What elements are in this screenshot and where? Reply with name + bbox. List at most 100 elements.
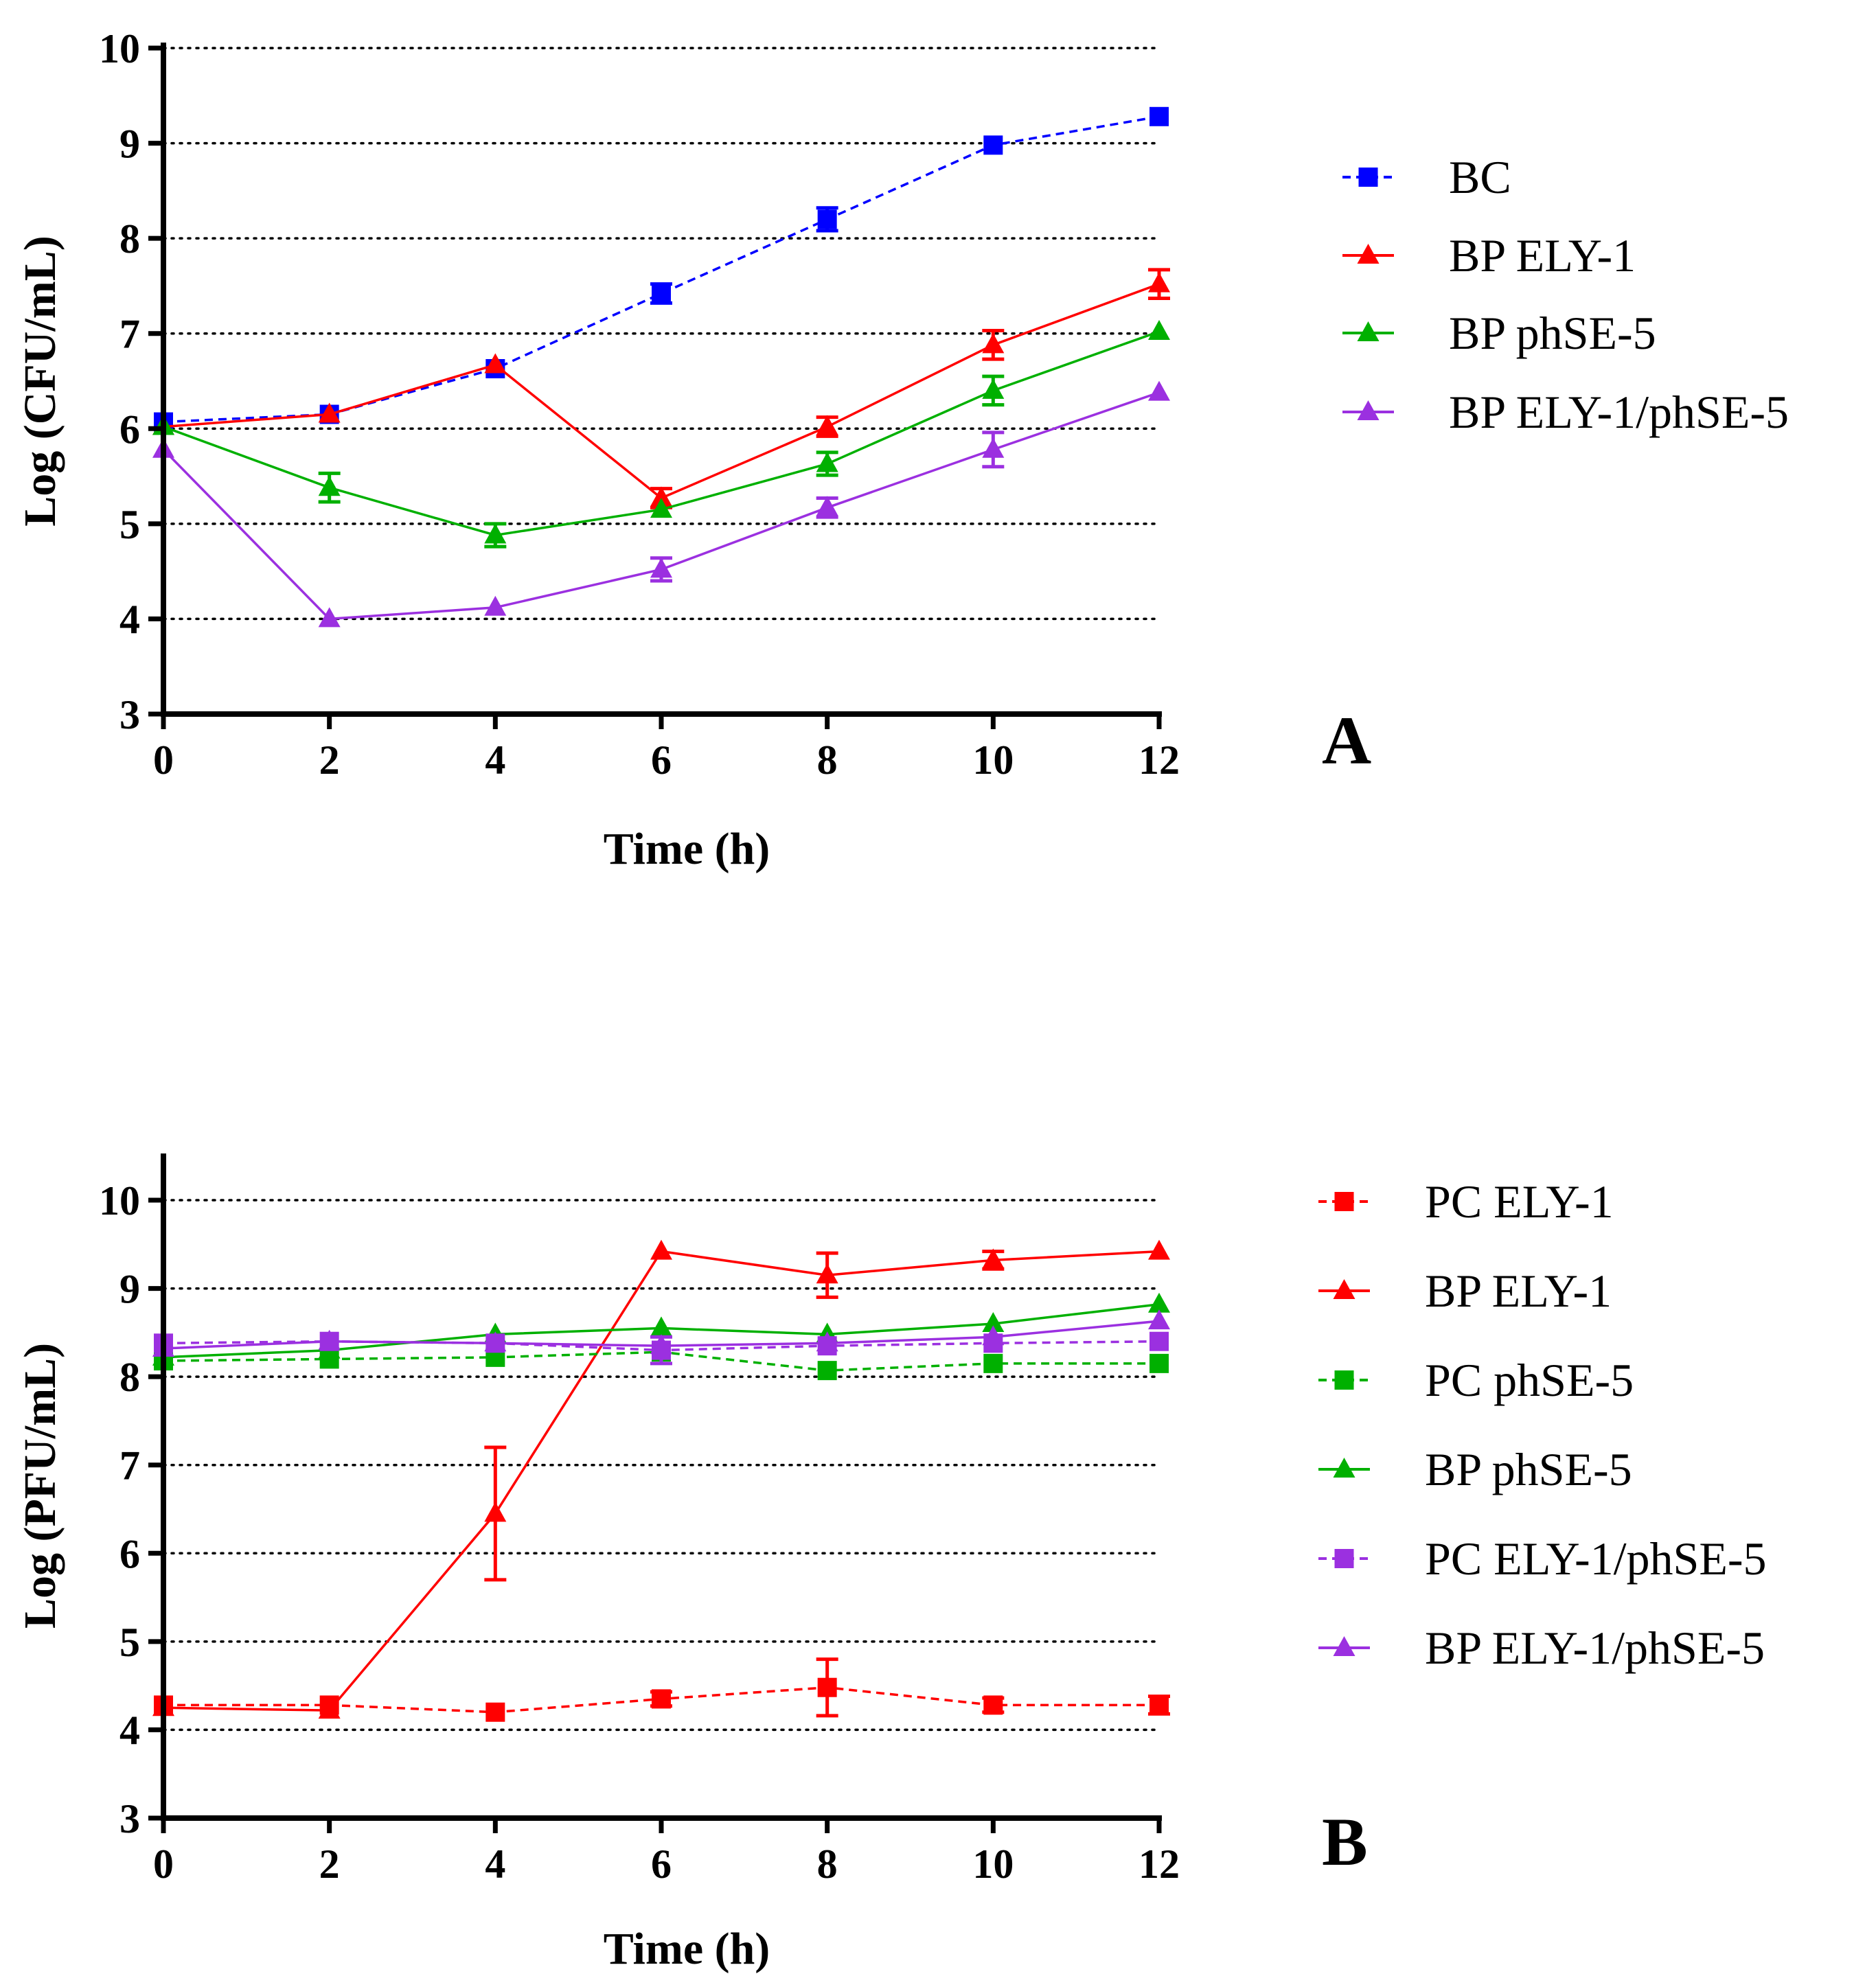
panel-b-label: B	[1322, 1804, 1368, 1880]
panel-b-data-point	[318, 1699, 341, 1719]
panel-a-y-tick-label: 7	[119, 312, 140, 357]
panel-b-data-point	[1148, 1309, 1170, 1330]
panel-b-x-tick-label: 12	[1139, 1841, 1180, 1887]
panel-b-y-tick-label: 7	[119, 1443, 140, 1489]
panel-b-legend-label: BP ELY-1/phSE-5	[1425, 1622, 1765, 1674]
panel-a-data-point	[816, 415, 838, 435]
panel-a-data-point	[318, 607, 341, 628]
panel-a-data-point	[983, 135, 1003, 155]
panel-a-x-axis-title: Time (h)	[604, 824, 770, 874]
panel-b-axes	[148, 1153, 1162, 1833]
panel-a-data-point	[318, 476, 341, 496]
panel-b-data-point	[983, 1353, 1003, 1373]
panel-a-legend-label: BC	[1449, 151, 1511, 203]
panel-a-axes	[148, 43, 1162, 729]
panel-b-data-point	[485, 1702, 505, 1722]
panel-a-data-point	[650, 486, 672, 507]
panel-a-x-tick-label: 6	[651, 737, 672, 783]
panel-b-data-point	[817, 1361, 837, 1381]
panel-a-x-tick-label: 4	[485, 737, 505, 783]
panel-b-x-tick-label: 2	[319, 1841, 340, 1887]
panel-b-series-pc-phse-5	[154, 1342, 1169, 1381]
panel-a-legend-item-bp-ely-1: BP ELY-1	[1342, 229, 1636, 282]
panel-a-legend-item-bp-ely-1-phse-5: BP ELY-1/phSE-5	[1342, 386, 1789, 438]
panel-b-data-point	[1148, 1292, 1170, 1313]
panel-b-gridlines	[162, 1199, 1160, 1732]
panel-a-data-point	[982, 437, 1005, 458]
panel-b-y-tick-label: 3	[119, 1796, 140, 1841]
panel-a-legend: BC BP ELY-1 BP phSE-5 BP ELY-1/phSE-5	[1342, 151, 1789, 438]
panel-b-x-tick-label: 8	[817, 1841, 838, 1887]
panel-b-legend-item-bp-ely-1-phse-5: BP ELY-1/phSE-5	[1318, 1622, 1765, 1674]
panel-a-data-point	[484, 595, 507, 616]
panel-a-y-tick-label: 9	[119, 122, 140, 167]
panel-b-legend-item-bp-ely-1: BP ELY-1	[1318, 1265, 1612, 1317]
panel-a-y-tick-label: 4	[119, 597, 140, 642]
panel-a-y-tick-label: 8	[119, 216, 140, 262]
panel-a-data-point	[484, 353, 507, 374]
panel-b-x-tick-label: 4	[485, 1841, 505, 1887]
panel-b-legend: PC ELY-1 BP ELY-1 PC phSE-5 BP phSE-5 PC ELY…	[1318, 1175, 1767, 1674]
panel-a-data-point	[652, 284, 671, 303]
panel-b-y-tick-label: 4	[119, 1708, 140, 1753]
panel-a-legend-label: BP phSE-5	[1449, 307, 1656, 359]
panel-b-chart: 3 4 5 6 7 8 9 10 0 2 4 6 8 10 12 Time (h) Log (PFU/mL)…	[15, 1153, 1767, 1974]
panel-b-x-tick-label: 6	[651, 1841, 672, 1887]
panel-b-legend-item-pc-ely-1: PC ELY-1	[1318, 1175, 1614, 1228]
panel-b-data-point	[650, 1239, 672, 1260]
panel-b-x-tick-label: 0	[153, 1841, 174, 1887]
panel-b-data-point	[484, 1331, 507, 1352]
panel-b-legend-label: BP ELY-1	[1425, 1265, 1612, 1317]
panel-a-legend-label: BP ELY-1/phSE-5	[1449, 386, 1789, 438]
panel-a-y-tick-label: 10	[99, 26, 140, 71]
panel-b-series	[152, 1239, 1170, 1722]
panel-a-label: A	[1322, 702, 1371, 779]
panel-b-legend-item-pc-ely-1-phse-5: PC ELY-1/phSE-5	[1318, 1532, 1767, 1585]
panel-a-data-point	[650, 498, 672, 518]
panel-a-data-point	[1148, 380, 1170, 401]
panel-a-y-tick-label: 6	[119, 406, 140, 452]
panel-b-x-axis-title: Time (h)	[604, 1924, 770, 1974]
panel-a-legend-label: BP ELY-1	[1449, 229, 1636, 282]
panel-b-data-point	[650, 1316, 672, 1337]
panel-a-x-tick-label: 12	[1139, 737, 1180, 783]
panel-b-data-point	[318, 1329, 341, 1350]
panel-a-chart: 3 4 5 6 7 8 9 10 0 2 4 6 8 10 12 Time (h) Log (CFU/mL)…	[15, 26, 1789, 874]
panel-b-y-tick-label: 8	[119, 1355, 140, 1400]
panel-a-legend-item-bc: BC	[1342, 151, 1511, 203]
panel-a-series	[152, 106, 1170, 628]
panel-b-data-point	[982, 1312, 1005, 1332]
panel-b-data-point	[982, 1325, 1005, 1346]
panel-a-y-axis-title: Log (CFU/mL)	[15, 236, 65, 526]
panel-a-tick-labels: 3 4 5 6 7 8 9 10 0 2 4 6 8 10 12	[99, 26, 1180, 783]
panel-a-data-point	[318, 402, 341, 423]
panel-b-data-point	[1149, 1353, 1169, 1373]
panel-a-x-tick-label: 8	[817, 737, 838, 783]
panel-a-data-point	[650, 558, 672, 578]
panel-b-tick-labels: 3 4 5 6 7 8 9 10 0 2 4 6 8 10 12	[99, 1178, 1180, 1887]
panel-b-legend-label: PC phSE-5	[1425, 1354, 1634, 1406]
panel-b-legend-label: PC ELY-1/phSE-5	[1425, 1532, 1767, 1585]
panel-a-data-point	[484, 523, 507, 544]
panel-b-legend-label: BP phSE-5	[1425, 1443, 1632, 1495]
panel-b-data-point	[816, 1263, 838, 1284]
panel-b-data-point	[1149, 1695, 1169, 1715]
panel-a-data-point	[816, 496, 838, 516]
panel-b-y-tick-label: 10	[99, 1178, 140, 1224]
panel-b-y-tick-label: 9	[119, 1267, 140, 1312]
panel-b-data-point	[1148, 1239, 1170, 1260]
panel-b-data-point	[650, 1334, 672, 1355]
panel-a-data-point	[1148, 272, 1170, 292]
panel-b-y-tick-label: 5	[119, 1620, 140, 1665]
panel-a-data-point	[1148, 319, 1170, 340]
panel-a-data-point	[982, 378, 1005, 399]
panel-b-x-tick-label: 10	[972, 1841, 1014, 1887]
panel-b-y-tick-label: 6	[119, 1531, 140, 1576]
panel-a-x-tick-label: 2	[319, 737, 340, 783]
panel-a-data-point	[982, 333, 1005, 354]
panel-b-legend-label: PC ELY-1	[1425, 1175, 1614, 1228]
panel-b-data-point	[983, 1695, 1003, 1715]
panel-a-data-point	[1149, 106, 1169, 126]
panel-a-x-tick-label: 10	[972, 737, 1014, 783]
